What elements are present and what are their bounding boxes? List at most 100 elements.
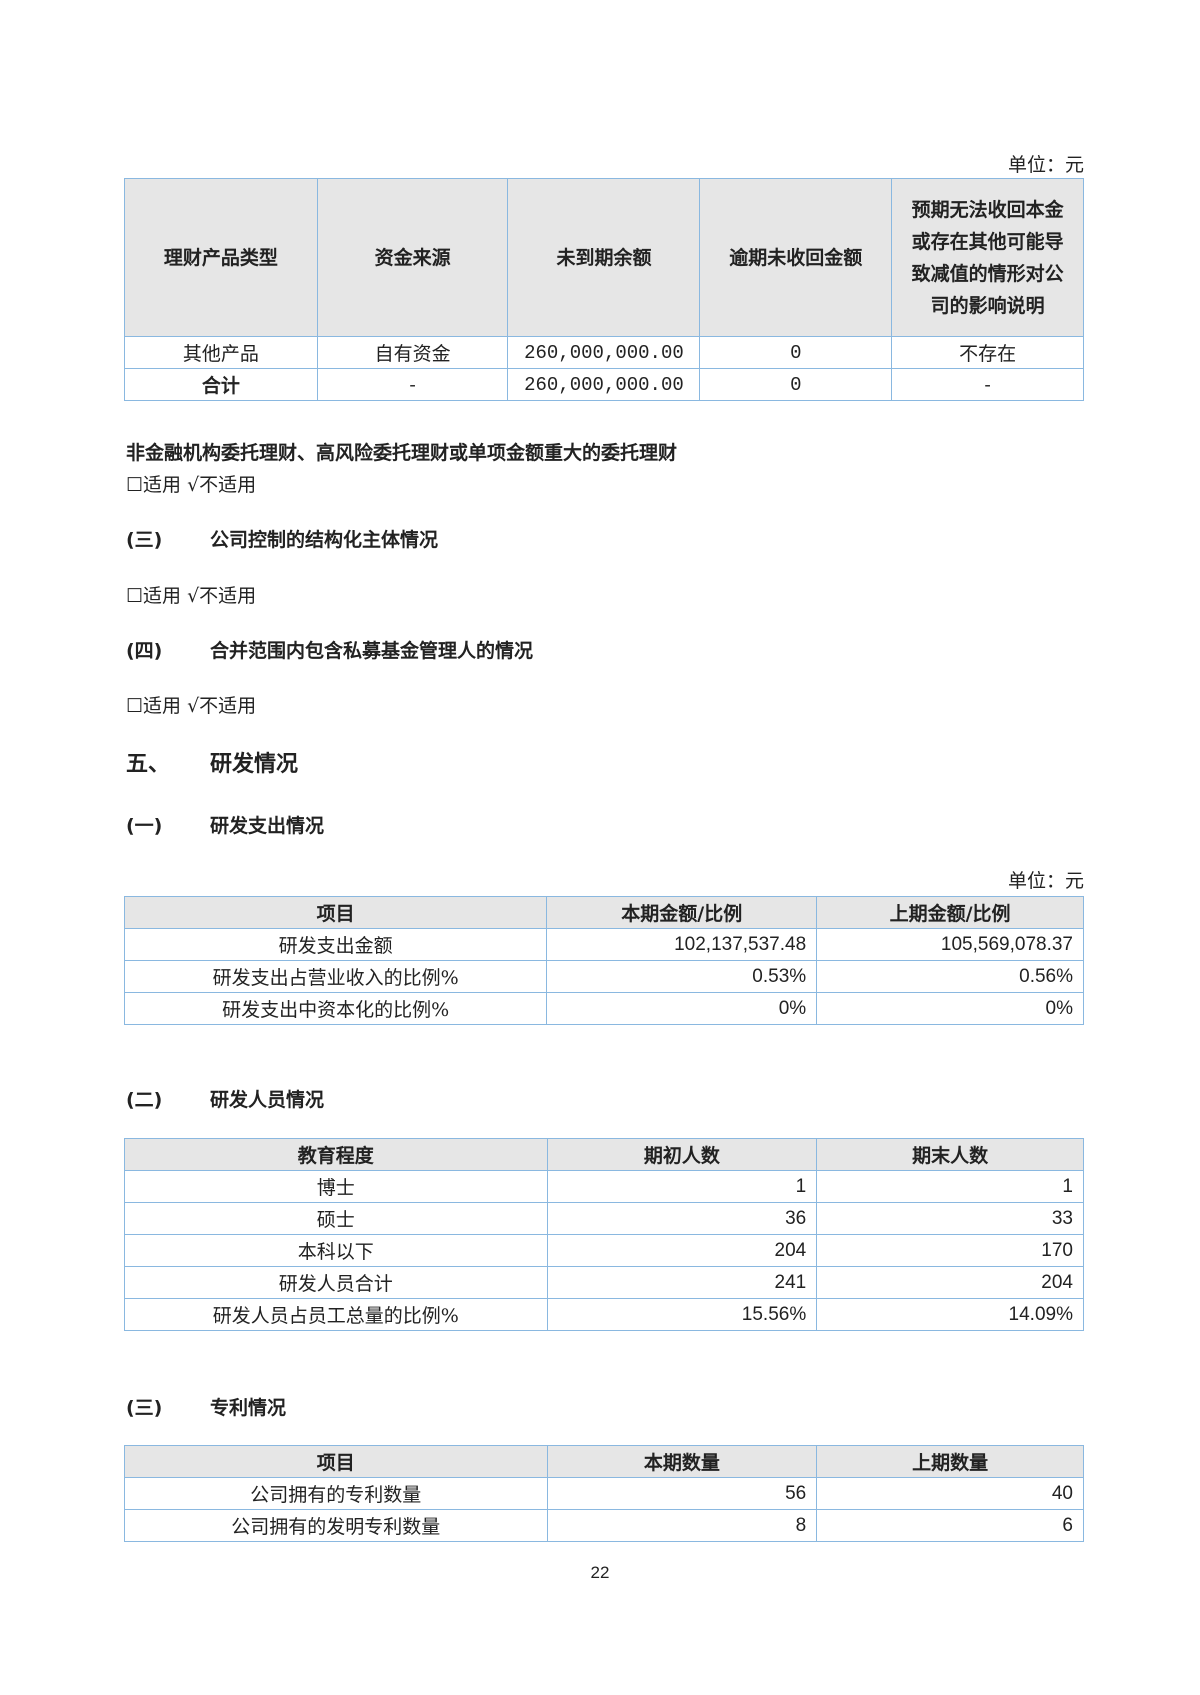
unit-label: 单位：元 [1007, 870, 1084, 892]
applicability-option: ☐适用 √不适用 [126, 474, 257, 496]
table-row: 其他产品 自有资金 260,000,000.00 0 不存在 [124, 336, 1084, 369]
cell: 合计 [124, 368, 318, 401]
section-heading: (一) 研发支出情况 [126, 811, 324, 838]
cell: - [891, 368, 1084, 401]
header-cell: 教育程度 [124, 1138, 548, 1171]
wealth-management-table: 理财产品类型 资金来源 未到期余额 逾期未收回金额 预期无法收回本金或存在其他可… [124, 178, 1084, 401]
cell: 研发人员占员工总量的比例% [124, 1298, 548, 1331]
header-cell: 项目 [124, 1445, 548, 1478]
cell: 0 [699, 368, 893, 401]
cell: 自有资金 [316, 336, 509, 369]
table-header-row: 项目 本期金额/比例 上期金额/比例 [123, 896, 1084, 929]
cell: 不存在 [891, 336, 1084, 369]
cell: 公司拥有的发明专利数量 [124, 1509, 548, 1542]
cell: 170 [816, 1234, 1084, 1267]
cell: 260,000,000.00 [507, 336, 701, 369]
cell: 204 [546, 1234, 818, 1267]
section-number: (三) [126, 529, 163, 551]
page-number: 22 [590, 1563, 610, 1582]
section-heading: (三) 公司控制的结构化主体情况 [126, 525, 438, 552]
table-row: 研发支出占营业收入的比例% 0.53% 0.56% [123, 960, 1084, 993]
section-heading: (二) 研发人员情况 [126, 1085, 324, 1112]
section-heading: (三) 专利情况 [126, 1393, 286, 1420]
cell: 1 [816, 1170, 1084, 1203]
cell: 研发人员合计 [124, 1266, 548, 1299]
table-row: 研发人员占员工总量的比例% 15.56% 14.09% [124, 1298, 1084, 1331]
rd-expense-table: 项目 本期金额/比例 上期金额/比例 研发支出金额 102,137,537.48 1… [123, 896, 1084, 1025]
section-heading: (四) 合并范围内包含私募基金管理人的情况 [126, 636, 533, 663]
header-cell: 上期数量 [816, 1445, 1084, 1478]
table-header-row: 项目 本期数量 上期数量 [124, 1445, 1084, 1478]
table-header-row: 理财产品类型 资金来源 未到期余额 逾期未收回金额 预期无法收回本金或存在其他可… [124, 178, 1084, 337]
table-row: 硕士 36 33 [124, 1202, 1084, 1235]
cell: 40 [816, 1477, 1084, 1510]
section-heading: 五、 研发情况 [126, 746, 298, 778]
cell: 研发支出中资本化的比例% [123, 992, 548, 1025]
section-title: 合并范围内包含私募基金管理人的情况 [210, 640, 534, 662]
table-row: 研发支出金额 102,137,537.48 105,569,078.37 [123, 928, 1084, 961]
cell: 14.09% [816, 1298, 1084, 1331]
unit-label: 单位：元 [1007, 154, 1084, 176]
section-number: (一) [126, 815, 163, 837]
section-title: 研发支出情况 [210, 815, 325, 837]
cell: 241 [546, 1266, 818, 1299]
cell: 研发支出占营业收入的比例% [123, 960, 548, 993]
section-heading: 非金融机构委托理财、高风险委托理财或单项金额重大的委托理财 [126, 442, 678, 464]
applicability-option: ☐适用 √不适用 [126, 695, 257, 717]
cell: 0% [546, 992, 818, 1025]
section-number: 五、 [126, 752, 171, 777]
cell: 8 [546, 1509, 818, 1542]
cell: 博士 [124, 1170, 548, 1203]
table-row: 公司拥有的专利数量 56 40 [124, 1477, 1084, 1510]
cell: 0% [816, 992, 1084, 1025]
section-title: 研发人员情况 [210, 1089, 325, 1111]
header-cell: 逾期未收回金额 [699, 178, 893, 337]
cell: 1 [546, 1170, 818, 1203]
table-header-row: 教育程度 期初人数 期末人数 [124, 1138, 1084, 1171]
header-cell: 本期数量 [546, 1445, 818, 1478]
section-number: (四) [126, 640, 163, 662]
header-cell: 理财产品类型 [124, 178, 318, 337]
header-cell: 本期金额/比例 [546, 896, 818, 929]
cell: 15.56% [546, 1298, 818, 1331]
table-row: 本科以下 204 170 [124, 1234, 1084, 1267]
header-cell: 预期无法收回本金或存在其他可能导致减值的情形对公司的影响说明 [891, 178, 1084, 337]
cell: 0 [699, 336, 893, 369]
cell: 33 [816, 1202, 1084, 1235]
cell: 本科以下 [124, 1234, 548, 1267]
cell: 研发支出金额 [123, 928, 548, 961]
table-row: 公司拥有的发明专利数量 8 6 [124, 1509, 1084, 1542]
cell: 36 [546, 1202, 818, 1235]
section-title: 研发情况 [210, 752, 299, 777]
cell: 102,137,537.48 [546, 928, 818, 961]
cell: 260,000,000.00 [507, 368, 701, 401]
table-row: 研发人员合计 241 204 [124, 1266, 1084, 1299]
cell: 6 [816, 1509, 1084, 1542]
patents-table: 项目 本期数量 上期数量 公司拥有的专利数量 56 40 公司拥有的发明专利数量 8 6 [124, 1445, 1084, 1542]
applicability-option: ☐适用 √不适用 [126, 585, 257, 607]
header-cell: 资金来源 [316, 178, 509, 337]
cell: 其他产品 [124, 336, 318, 369]
cell: 105,569,078.37 [816, 928, 1084, 961]
cell: 硕士 [124, 1202, 548, 1235]
cell: 56 [546, 1477, 818, 1510]
cell: 0.56% [816, 960, 1084, 993]
section-title: 专利情况 [210, 1397, 287, 1419]
table-row-total: 合计 - 260,000,000.00 0 - [124, 368, 1084, 401]
rd-staff-table: 教育程度 期初人数 期末人数 博士 1 1 硕士 36 33 本科以下 204 170 研发… [124, 1138, 1084, 1331]
header-cell: 项目 [123, 896, 548, 929]
cell: 公司拥有的专利数量 [124, 1477, 548, 1510]
section-number: (三) [126, 1397, 163, 1419]
header-cell: 未到期余额 [507, 178, 701, 337]
table-row: 博士 1 1 [124, 1170, 1084, 1203]
header-cell: 期初人数 [546, 1138, 818, 1171]
cell: 0.53% [546, 960, 818, 993]
header-cell: 上期金额/比例 [816, 896, 1084, 929]
cell: - [316, 368, 509, 401]
section-title: 公司控制的结构化主体情况 [210, 529, 439, 551]
section-number: (二) [126, 1089, 163, 1111]
cell: 204 [816, 1266, 1084, 1299]
header-cell: 期末人数 [816, 1138, 1084, 1171]
table-row: 研发支出中资本化的比例% 0% 0% [123, 992, 1084, 1025]
